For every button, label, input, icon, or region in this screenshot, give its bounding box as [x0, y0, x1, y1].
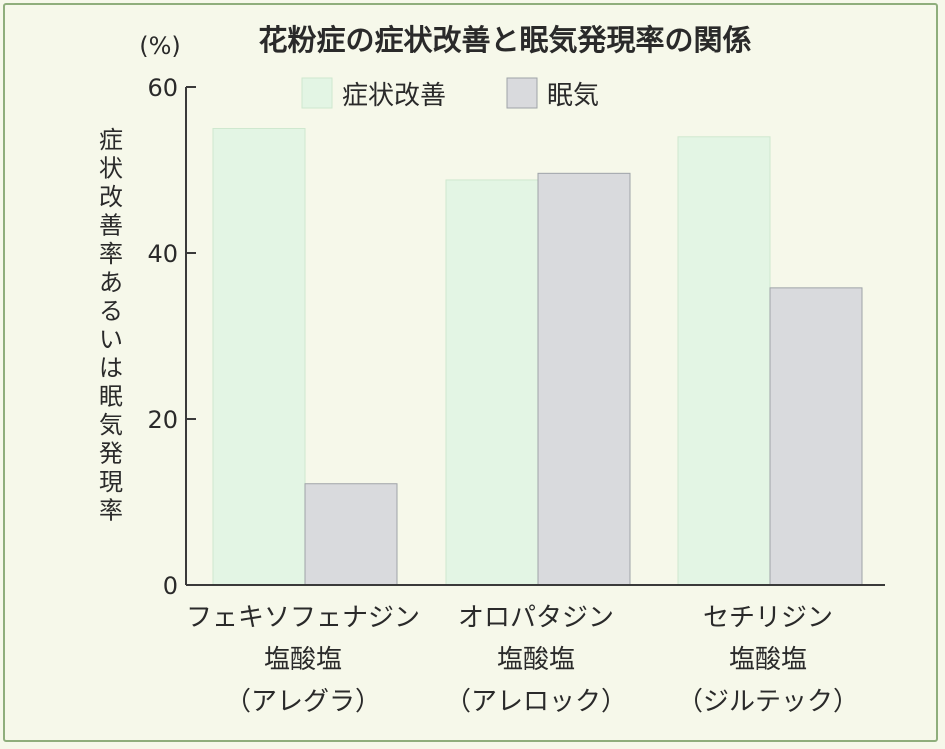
y-tick-label-0: 0: [163, 572, 178, 600]
y-axis-label: 症状改善率あるいは眠気発現率: [99, 126, 123, 525]
legend-swatch-improvement: [301, 77, 333, 109]
bar-improvement-1: [212, 128, 306, 586]
chart-frame: [3, 3, 938, 742]
y-tick-label-40: 40: [147, 240, 178, 268]
bar-drowsiness-1: [304, 483, 398, 586]
bars: [212, 128, 863, 586]
y-tick-label-20: 20: [147, 406, 178, 434]
legend-label-drowsiness: 眠気: [547, 81, 599, 111]
bar-drowsiness-2: [537, 172, 631, 586]
category-label-1-line-3: （アレグラ）: [225, 687, 381, 717]
category-label-1-line-1: フェキソフェナジン: [186, 603, 420, 633]
category-label-3-line-1: セチリジン: [703, 603, 833, 633]
chart-title: 花粉症の症状改善と眠気発現率の関係: [258, 23, 751, 57]
y-unit-label: (%): [139, 32, 181, 60]
category-label-2-line-3: （アレロック）: [445, 687, 627, 717]
category-label-3-line-3: （ジルテック）: [677, 687, 859, 717]
legend-swatch-drowsiness: [506, 77, 538, 109]
y-axis-ticks: 0 20 40 60: [147, 74, 196, 600]
category-label-2-line-1: オロパタジン: [458, 603, 614, 633]
x-axis-labels: フェキソフェナジン塩酸塩（アレグラ）オロパタジン塩酸塩（アレロック）セチリジン塩…: [186, 603, 859, 717]
y-axis-label-text: 症状改善率あるいは眠気発現率: [99, 126, 123, 525]
axes: [185, 87, 885, 586]
bar-improvement-3: [677, 136, 771, 586]
y-tick-label-60: 60: [147, 74, 178, 102]
bar-improvement-2: [445, 179, 539, 586]
category-label-2-line-2: 塩酸塩: [497, 645, 575, 675]
category-label-1-line-2: 塩酸塩: [264, 645, 342, 675]
legend: 症状改善 眠気: [301, 77, 599, 111]
bar-drowsiness-3: [769, 287, 863, 586]
category-label-3-line-2: 塩酸塩: [729, 645, 807, 675]
legend-label-improvement: 症状改善: [342, 81, 446, 111]
